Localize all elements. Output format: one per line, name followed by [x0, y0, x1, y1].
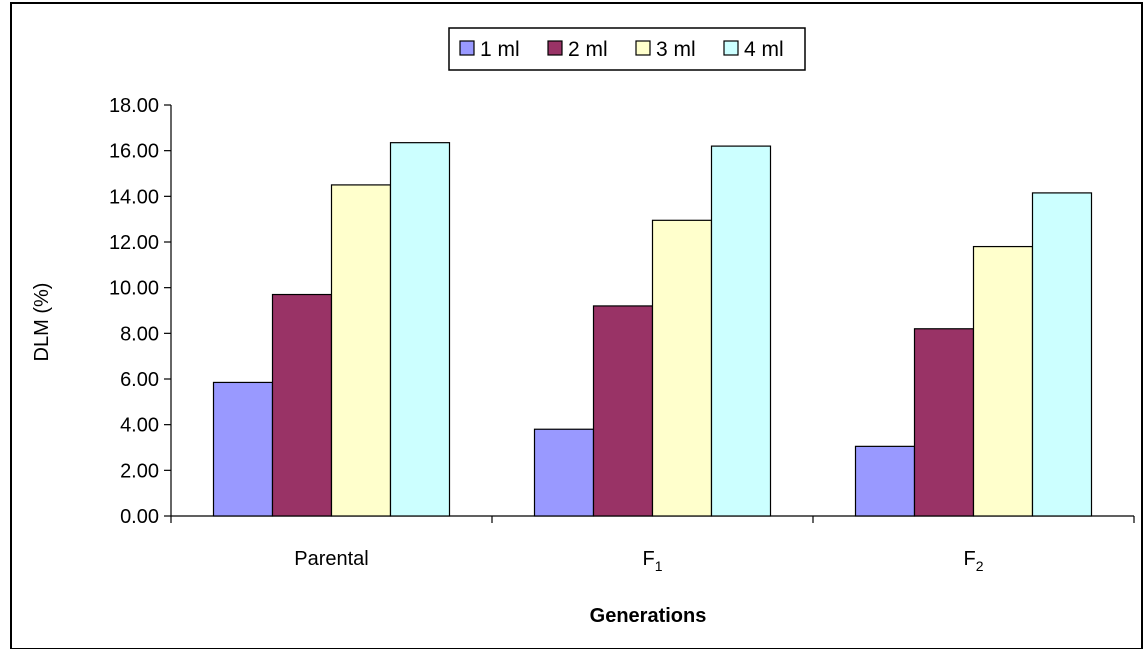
y-axis-title: DLM (%): [31, 283, 53, 362]
legend-label: 2 ml: [568, 38, 608, 61]
bar: [913, 328, 975, 517]
y-tick-label: 2.00: [120, 460, 159, 482]
bar: [1031, 192, 1093, 517]
y-tick-label: 8.00: [120, 323, 159, 345]
legend: 1 ml 2 ml 3 ml 4 ml: [448, 27, 806, 71]
bar: [212, 381, 274, 517]
legend-label: 3 ml: [656, 38, 696, 61]
x-axis-title: Generations: [590, 605, 707, 627]
bar: [710, 145, 772, 517]
y-tick-label: 12.00: [109, 232, 159, 254]
legend-label: 4 ml: [744, 38, 784, 61]
bar: [271, 293, 333, 517]
legend-box: [448, 27, 806, 71]
y-tick-label: 18.00: [109, 95, 159, 117]
y-tick-label: 10.00: [109, 278, 159, 300]
legend-swatch: [459, 40, 475, 56]
legend-swatch: [723, 40, 739, 56]
legend-swatch: [635, 40, 651, 56]
bar: [854, 445, 916, 517]
y-tick-label: 0.00: [120, 506, 159, 528]
bars: [212, 142, 1093, 517]
bar: [330, 184, 392, 517]
bar: [389, 142, 451, 517]
y-tick-label: 16.00: [109, 141, 159, 163]
bar: [651, 219, 713, 517]
y-axis: 0.00 2.00 4.00 6.00 8.00 10.00 12.00 14.00 16.00…: [109, 95, 172, 528]
y-tick-label: 4.00: [120, 415, 159, 437]
y-tick-label: 14.00: [109, 186, 159, 208]
legend-label: 1 ml: [480, 38, 520, 61]
bar: [592, 305, 654, 517]
y-tick-label: 6.00: [120, 369, 159, 391]
x-tick-label: Parental: [294, 548, 369, 570]
bar: [972, 245, 1034, 517]
legend-swatch: [547, 40, 563, 56]
chart-frame: [10, 2, 1143, 649]
bar: [533, 428, 595, 517]
